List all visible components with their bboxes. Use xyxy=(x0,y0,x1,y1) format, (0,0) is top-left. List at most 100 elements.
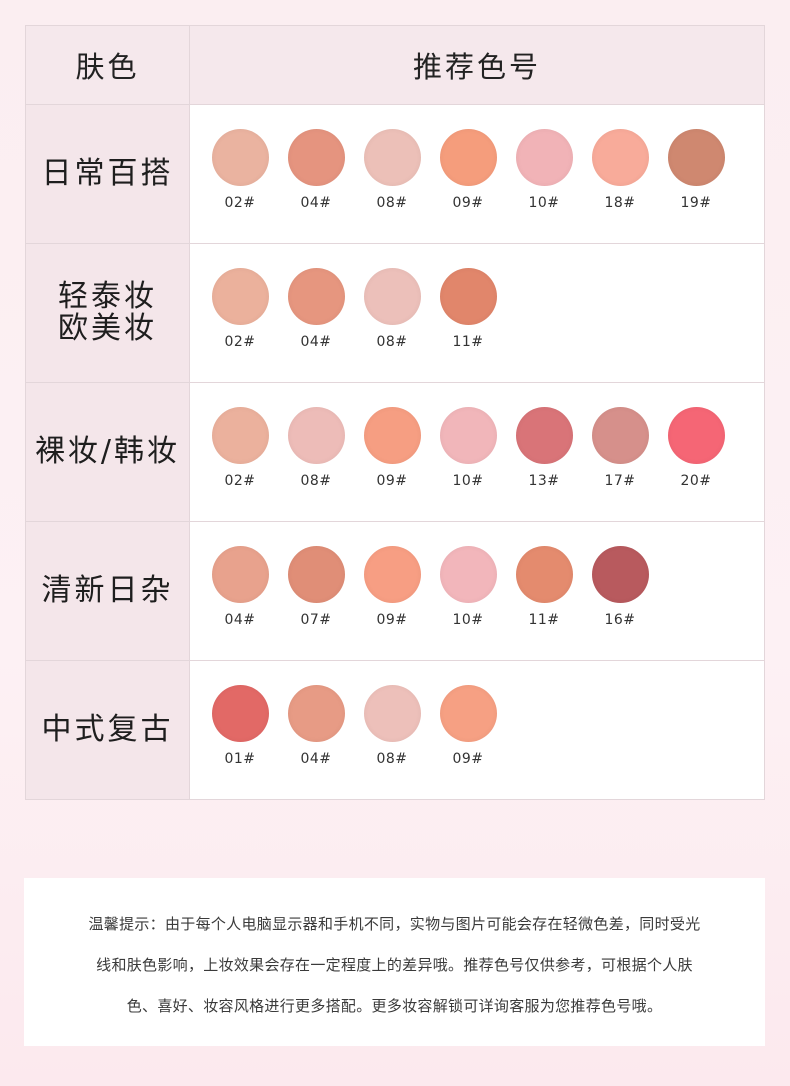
shade-swatch[interactable]: 10# xyxy=(439,407,497,489)
shade-swatch[interactable]: 10# xyxy=(439,546,497,628)
shade-swatch[interactable]: 19# xyxy=(667,129,725,211)
shade-code: 18# xyxy=(604,195,636,211)
swatch-list: 02# 04# 08# 11# xyxy=(190,244,764,382)
shade-swatch[interactable]: 08# xyxy=(287,407,345,489)
shade-color-dot xyxy=(287,129,345,186)
shade-color-dot xyxy=(439,685,497,742)
notice-line: 色、喜好、妆容风格进行更多搭配。更多妆容解锁可详询客服为您推荐色号哦。 xyxy=(126,997,663,1015)
shade-code: 02# xyxy=(224,473,256,489)
shade-swatch[interactable]: 11# xyxy=(515,546,573,628)
shade-color-dot xyxy=(287,407,345,464)
shade-code: 20# xyxy=(680,473,712,489)
swatch-list: 01# 04# 08# 09# xyxy=(190,661,764,799)
shade-swatch[interactable]: 02# xyxy=(211,268,269,350)
shade-swatch[interactable]: 04# xyxy=(287,685,345,767)
shade-color-dot xyxy=(667,129,725,186)
shade-code: 11# xyxy=(452,334,484,350)
skin-type-label: 轻泰妆 欧美妆 xyxy=(58,279,157,346)
shade-code: 08# xyxy=(376,751,408,767)
shade-code: 08# xyxy=(376,195,408,211)
skin-type-cell: 裸妆/韩妆 xyxy=(26,383,190,521)
table-row: 裸妆/韩妆 02# 08# 09# 10# 13# 17# 20# xyxy=(26,382,764,521)
skin-type-label: 裸妆/韩妆 xyxy=(34,434,181,469)
shade-code: 04# xyxy=(300,195,332,211)
shade-swatch[interactable]: 02# xyxy=(211,407,269,489)
notice-line: 线和肤色影响，上妆效果会存在一定程度上的差异哦。推荐色号仅供参考，可根据个人肤 xyxy=(96,956,693,974)
table-row: 清新日杂 04# 07# 09# 10# 11# 16# xyxy=(26,521,764,660)
skin-type-label: 日常百搭 xyxy=(41,156,174,191)
shade-color-dot xyxy=(591,129,649,186)
shade-color-dot xyxy=(363,268,421,325)
shade-swatch[interactable]: 08# xyxy=(363,685,421,767)
shade-swatch[interactable]: 09# xyxy=(439,129,497,211)
shade-code: 09# xyxy=(452,751,484,767)
shade-color-dot xyxy=(211,407,269,464)
shade-swatch[interactable]: 08# xyxy=(363,268,421,350)
shade-color-dot xyxy=(211,546,269,603)
shade-code: 10# xyxy=(528,195,560,211)
shade-swatch[interactable]: 04# xyxy=(287,129,345,211)
shade-swatch[interactable]: 11# xyxy=(439,268,497,350)
shade-color-dot xyxy=(439,546,497,603)
shade-swatch[interactable]: 20# xyxy=(667,407,725,489)
swatch-list: 04# 07# 09# 10# 11# 16# xyxy=(190,522,764,660)
skin-type-cell: 清新日杂 xyxy=(26,522,190,660)
shade-code: 02# xyxy=(224,334,256,350)
shade-code: 10# xyxy=(452,612,484,628)
shade-code: 02# xyxy=(224,195,256,211)
shade-color-dot xyxy=(211,268,269,325)
shade-swatch[interactable]: 13# xyxy=(515,407,573,489)
shade-code: 19# xyxy=(680,195,712,211)
shade-color-dot xyxy=(439,268,497,325)
shade-code: 04# xyxy=(300,334,332,350)
skin-type-cell: 中式复古 xyxy=(26,661,190,799)
shade-code: 09# xyxy=(376,612,408,628)
shade-color-dot xyxy=(667,407,725,464)
header-recommend-label: 推荐色号 xyxy=(412,50,541,84)
shade-code: 16# xyxy=(604,612,636,628)
shade-code: 07# xyxy=(300,612,332,628)
header-skin-label: 肤色 xyxy=(75,50,140,84)
shade-swatch[interactable]: 09# xyxy=(363,546,421,628)
shade-swatch[interactable]: 18# xyxy=(591,129,649,211)
shade-swatch[interactable]: 04# xyxy=(287,268,345,350)
shade-swatch[interactable]: 02# xyxy=(211,129,269,211)
shade-swatch[interactable]: 01# xyxy=(211,685,269,767)
shade-swatch[interactable]: 09# xyxy=(439,685,497,767)
shade-code: 17# xyxy=(604,473,636,489)
shade-color-dot xyxy=(439,407,497,464)
shade-color-dot xyxy=(515,546,573,603)
notice-box: 温馨提示：由于每个人电脑显示器和手机不同，实物与图片可能会存在轻微色差，同时受光… xyxy=(24,878,765,1046)
table-row: 日常百搭 02# 04# 08# 09# 10# 18# 19# xyxy=(26,104,764,243)
shade-swatch[interactable]: 10# xyxy=(515,129,573,211)
shade-code: 01# xyxy=(224,751,256,767)
shade-swatch[interactable]: 07# xyxy=(287,546,345,628)
shade-swatch[interactable]: 16# xyxy=(591,546,649,628)
table-row: 中式复古 01# 04# 08# 09# xyxy=(26,660,764,799)
shade-swatch[interactable]: 04# xyxy=(211,546,269,628)
shade-code: 08# xyxy=(376,334,408,350)
shade-color-dot xyxy=(591,546,649,603)
shade-code: 10# xyxy=(452,473,484,489)
shade-color-dot xyxy=(363,407,421,464)
shade-code: 09# xyxy=(452,195,484,211)
shade-swatch[interactable]: 09# xyxy=(363,407,421,489)
header-recommend-cell: 推荐色号 xyxy=(190,26,764,104)
shade-swatch[interactable]: 08# xyxy=(363,129,421,211)
shade-color-dot xyxy=(287,268,345,325)
header-skin-cell: 肤色 xyxy=(26,26,190,104)
shade-code: 04# xyxy=(300,751,332,767)
shade-code: 09# xyxy=(376,473,408,489)
shade-code: 13# xyxy=(528,473,560,489)
swatch-list: 02# 08# 09# 10# 13# 17# 20# xyxy=(190,383,764,521)
shade-color-dot xyxy=(211,129,269,186)
shade-code: 11# xyxy=(528,612,560,628)
shade-color-dot xyxy=(211,685,269,742)
shade-color-dot xyxy=(515,129,573,186)
skin-type-cell: 轻泰妆 欧美妆 xyxy=(26,244,190,382)
table-body: 日常百搭 02# 04# 08# 09# 10# 18# 19# 轻泰妆 欧美妆 02# 04# 08… xyxy=(26,104,764,799)
shade-swatch[interactable]: 17# xyxy=(591,407,649,489)
shade-color-dot xyxy=(515,407,573,464)
skin-type-label: 清新日杂 xyxy=(41,573,174,608)
